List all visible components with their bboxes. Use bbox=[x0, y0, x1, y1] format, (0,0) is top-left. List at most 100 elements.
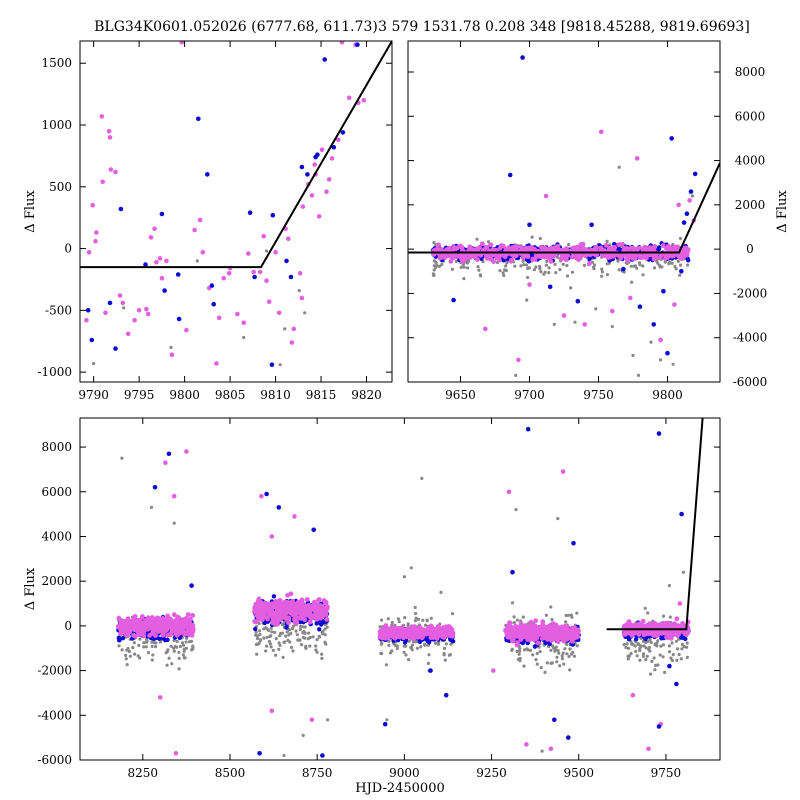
data-point-magenta bbox=[169, 352, 175, 358]
data-point-gray bbox=[298, 624, 303, 628]
data-point-magenta bbox=[324, 617, 330, 622]
data-point-magenta bbox=[545, 636, 551, 641]
data-point-blue bbox=[269, 362, 275, 368]
data-point-gray bbox=[521, 615, 526, 619]
data-point-gray bbox=[434, 265, 438, 269]
data-point-magenta bbox=[136, 632, 142, 638]
data-point-magenta bbox=[226, 271, 232, 276]
data-point-magenta bbox=[267, 606, 273, 612]
data-point-gray bbox=[379, 642, 383, 646]
data-point-gray bbox=[564, 613, 568, 618]
data-point-gray bbox=[477, 268, 481, 272]
data-point-gray bbox=[254, 630, 258, 634]
data-point-gray bbox=[402, 644, 406, 648]
data-point-magenta bbox=[113, 169, 118, 175]
data-point-magenta bbox=[286, 620, 291, 626]
data-point-magenta bbox=[107, 135, 113, 140]
data-point-gray bbox=[403, 616, 407, 620]
data-point-gray bbox=[535, 662, 539, 666]
data-point-magenta bbox=[132, 614, 138, 619]
data-point-magenta bbox=[420, 632, 425, 638]
data-point-gray bbox=[432, 259, 436, 263]
data-point-gray bbox=[673, 264, 677, 269]
data-point-gray bbox=[617, 268, 621, 272]
data-point-blue bbox=[637, 304, 643, 310]
data-point-magenta bbox=[442, 255, 448, 261]
y-tick-label: 8000 bbox=[735, 65, 766, 79]
data-point-gray bbox=[558, 664, 562, 668]
data-point-magenta bbox=[401, 635, 406, 641]
data-point-magenta bbox=[93, 238, 98, 244]
data-point-magenta bbox=[644, 255, 649, 261]
data-point-gray bbox=[180, 641, 185, 645]
data-point-magenta bbox=[298, 606, 304, 612]
data-point-magenta bbox=[520, 634, 526, 640]
data-point-magenta bbox=[316, 214, 322, 219]
data-point-gray bbox=[450, 612, 455, 616]
data-point-magenta bbox=[508, 635, 514, 640]
data-point-magenta bbox=[185, 620, 191, 626]
data-point-magenta bbox=[486, 253, 491, 259]
data-point-magenta bbox=[512, 244, 518, 250]
data-point-magenta bbox=[297, 271, 303, 276]
data-point-gray bbox=[301, 630, 305, 635]
data-point-gray bbox=[279, 631, 283, 636]
data-point-magenta bbox=[435, 624, 441, 629]
data-point-magenta bbox=[435, 628, 441, 634]
data-point-gray bbox=[308, 644, 312, 648]
y-tick-label: -2000 bbox=[733, 286, 768, 300]
data-point-gray bbox=[626, 657, 630, 661]
data-point-gray bbox=[177, 667, 181, 671]
data-point-gray bbox=[307, 631, 311, 635]
data-point-blue bbox=[196, 116, 201, 122]
data-point-magenta bbox=[147, 617, 153, 622]
data-point-gray bbox=[526, 648, 530, 652]
data-point-magenta bbox=[288, 600, 294, 606]
data-point-magenta bbox=[561, 313, 567, 318]
data-point-magenta bbox=[300, 204, 306, 209]
data-point-blue bbox=[176, 316, 182, 322]
data-point-gray bbox=[442, 646, 447, 651]
data-point-gray bbox=[532, 268, 537, 272]
data-point-magenta bbox=[559, 625, 564, 631]
data-point-magenta bbox=[410, 630, 416, 635]
data-point-gray bbox=[643, 606, 647, 610]
data-point-blue bbox=[211, 301, 216, 307]
data-point-gray bbox=[142, 641, 146, 645]
data-point-magenta bbox=[346, 95, 352, 101]
data-point-gray bbox=[549, 605, 553, 609]
data-point-gray bbox=[656, 261, 660, 265]
data-point-gray bbox=[295, 633, 299, 637]
data-point-gray bbox=[270, 630, 274, 634]
data-point-magenta bbox=[580, 241, 586, 247]
data-point-magenta bbox=[165, 621, 171, 627]
data-point-gray bbox=[656, 639, 660, 643]
data-point-magenta bbox=[552, 628, 558, 634]
data-point-blue bbox=[262, 620, 267, 626]
data-point-magenta bbox=[319, 147, 325, 152]
data-point-gray bbox=[321, 632, 325, 636]
data-point-magenta bbox=[442, 629, 448, 635]
data-point-gray bbox=[422, 642, 427, 647]
data-point-magenta bbox=[491, 259, 496, 264]
data-point-gray bbox=[600, 270, 605, 274]
data-point-magenta bbox=[392, 635, 398, 641]
data-point-gray bbox=[515, 618, 520, 622]
data-point-gray bbox=[661, 655, 665, 659]
data-point-magenta bbox=[86, 250, 92, 255]
data-point-magenta bbox=[150, 628, 156, 634]
data-point-gray bbox=[390, 621, 394, 625]
data-point-magenta bbox=[307, 619, 313, 625]
data-point-gray bbox=[412, 640, 416, 644]
data-point-magenta bbox=[190, 629, 196, 634]
data-point-magenta bbox=[154, 615, 160, 621]
data-point-magenta bbox=[569, 632, 575, 638]
data-point-gray bbox=[677, 652, 681, 657]
data-point-magenta bbox=[555, 639, 561, 645]
data-point-blue bbox=[525, 640, 530, 646]
data-point-gray bbox=[575, 644, 579, 648]
data-point-magenta bbox=[132, 317, 137, 323]
data-point-magenta bbox=[120, 300, 126, 306]
data-point-blue bbox=[680, 635, 686, 640]
data-point-gray bbox=[560, 657, 565, 661]
